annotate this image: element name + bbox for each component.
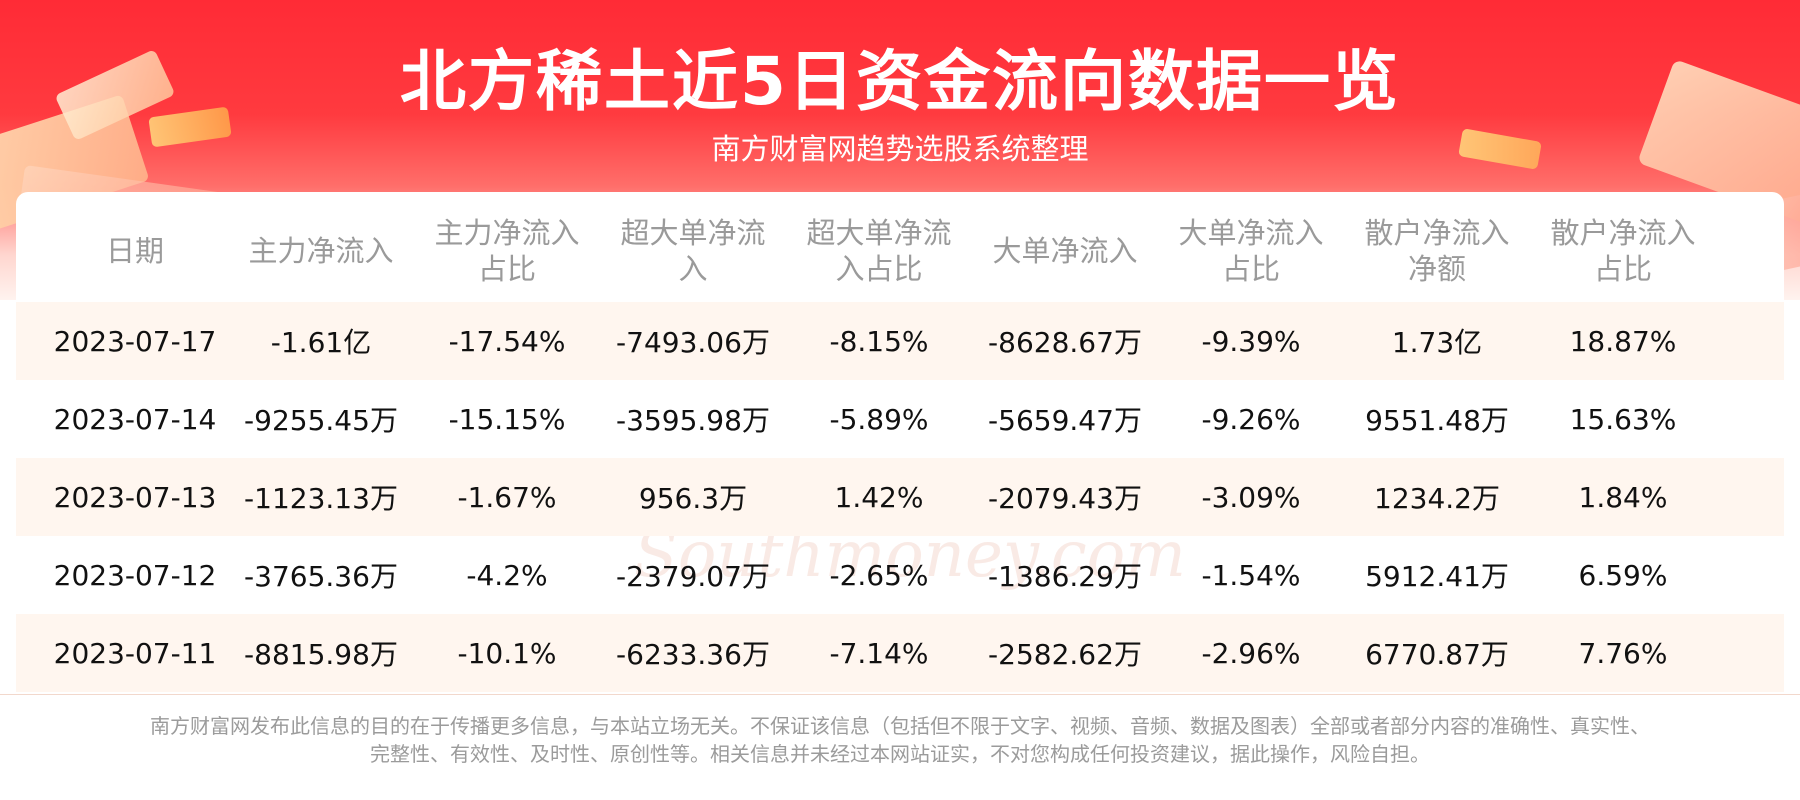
- column-header-line: 入: [678, 252, 708, 286]
- column-header-line: 大单净流入: [992, 234, 1138, 268]
- date-cell: 2023-07-12: [53, 558, 217, 592]
- column-header: 散户净流入 占比: [1530, 200, 1716, 302]
- column-header-line: 占比: [1593, 252, 1652, 286]
- column-header: 散户净流入 净额: [1344, 200, 1530, 302]
- column-header: 大单净流入: [972, 200, 1158, 302]
- column-header-line: 入占比: [835, 252, 923, 286]
- table-card: [16, 192, 1784, 698]
- table-row: 2023-07-13 -1123.13万 -1.67% 956.3万 1.42% -207…: [16, 458, 1784, 536]
- value-cell: 1.84%: [1578, 480, 1668, 514]
- value-cell: -1.67%: [457, 480, 557, 514]
- date-cell: 2023-07-17: [53, 324, 217, 358]
- value-cell: 15.63%: [1569, 402, 1677, 436]
- value-cell: 18.87%: [1569, 324, 1677, 358]
- value-cell: -15.15%: [448, 402, 566, 436]
- value-cell: -2582.62万: [988, 638, 1142, 671]
- value-cell: -17.54%: [448, 324, 566, 358]
- column-header-line: 散户净流入: [1364, 216, 1510, 250]
- value-cell: -8.15%: [829, 324, 929, 358]
- column-header-line: 主力净流入: [434, 216, 580, 250]
- column-header-line: 超大单净流: [806, 216, 952, 250]
- table-row: 2023-07-11 -8815.98万 -10.1% -6233.36万 -7.14%…: [16, 614, 1784, 692]
- column-header: 大单净流入 占比: [1158, 200, 1344, 302]
- page-subtitle: 南方财富网趋势选股系统整理: [711, 132, 1089, 166]
- value-cell: 5912.41万: [1365, 560, 1509, 593]
- value-cell: -8628.67万: [988, 326, 1142, 359]
- disclaimer-line-2: 完整性、有效性、及时性、原创性等。相关信息并未经过本网站证实，不对您构成任何投资…: [370, 742, 1430, 766]
- value-cell: -1123.13万: [244, 482, 398, 515]
- value-cell: 1234.2万: [1374, 482, 1500, 515]
- column-header: 超大单净流 入占比: [786, 200, 972, 302]
- value-cell: 956.3万: [638, 482, 748, 515]
- value-cell: -6233.36万: [616, 638, 770, 671]
- column-header: 日期: [42, 200, 228, 302]
- footer-divider: [0, 694, 1800, 695]
- value-cell: -9.26%: [1201, 402, 1301, 436]
- value-cell: -5659.47万: [988, 404, 1142, 437]
- value-cell: 7.76%: [1578, 636, 1668, 670]
- value-cell: 1.73亿: [1391, 326, 1483, 359]
- value-cell: -9.39%: [1201, 324, 1301, 358]
- column-header: 主力净流入: [228, 200, 414, 302]
- value-cell: -7493.06万: [616, 326, 770, 359]
- value-cell: -2.65%: [829, 558, 929, 592]
- column-header-line: 占比: [477, 252, 536, 286]
- column-header-line: 超大单净流: [620, 216, 766, 250]
- table-row: 2023-07-17 -1.61亿 -17.54% -7493.06万 -8.15% -8…: [16, 302, 1784, 380]
- disclaimer: 南方财富网发布此信息的目的在于传播更多信息，与本站立场无关。不保证该信息（包括但…: [60, 712, 1740, 768]
- value-cell: -10.1%: [457, 636, 557, 670]
- value-cell: 6770.87万: [1365, 638, 1509, 671]
- table-row: 2023-07-14 -9255.45万 -15.15% -3595.98万 -5.89…: [16, 380, 1784, 458]
- value-cell: -3595.98万: [616, 404, 770, 437]
- value-cell: 9551.48万: [1365, 404, 1509, 437]
- column-header: 超大单净流入: [600, 200, 786, 302]
- date-cell: 2023-07-13: [53, 480, 217, 514]
- column-header-line: 散户净流入: [1550, 216, 1696, 250]
- column-header-line: 主力净流入: [248, 234, 394, 268]
- value-cell: -9255.45万: [244, 404, 398, 437]
- value-cell: -5.89%: [829, 402, 929, 436]
- column-header-line: 日期: [105, 234, 164, 268]
- value-cell: 6.59%: [1578, 558, 1668, 592]
- value-cell: -3765.36万: [244, 560, 398, 593]
- value-cell: -2079.43万: [988, 482, 1142, 515]
- value-cell: 1.42%: [834, 480, 924, 514]
- value-cell: -1.61亿: [270, 326, 372, 359]
- table-header: 日期 主力净流入 主力净流入 占比 超大单净流入超大单净流 入占比 大单净流入 大单净流入 占比…: [16, 200, 1784, 302]
- value-cell: -1.54%: [1201, 558, 1301, 592]
- value-cell: -1386.29万: [988, 560, 1142, 593]
- column-header: 主力净流入 占比: [414, 200, 600, 302]
- value-cell: -8815.98万: [244, 638, 398, 671]
- value-cell: -4.2%: [466, 558, 548, 592]
- value-cell: -7.14%: [829, 636, 929, 670]
- value-cell: -3.09%: [1201, 480, 1301, 514]
- date-cell: 2023-07-11: [53, 636, 217, 670]
- column-header-line: 大单净流入: [1178, 216, 1324, 250]
- column-header-line: 净额: [1407, 252, 1466, 286]
- date-cell: 2023-07-14: [53, 402, 217, 436]
- disclaimer-line-1: 南方财富网发布此信息的目的在于传播更多信息，与本站立场无关。不保证该信息（包括但…: [150, 714, 1650, 738]
- value-cell: -2.96%: [1201, 636, 1301, 670]
- column-header-line: 占比: [1221, 252, 1280, 286]
- page-title: 北方稀土近5日资金流向数据一览: [400, 43, 1400, 120]
- table-row: 2023-07-12 -3765.36万 -4.2% -2379.07万 -2.65% -…: [16, 536, 1784, 614]
- value-cell: -2379.07万: [616, 560, 770, 593]
- table-body: 2023-07-17 -1.61亿 -17.54% -7493.06万 -8.15% -8…: [16, 302, 1784, 692]
